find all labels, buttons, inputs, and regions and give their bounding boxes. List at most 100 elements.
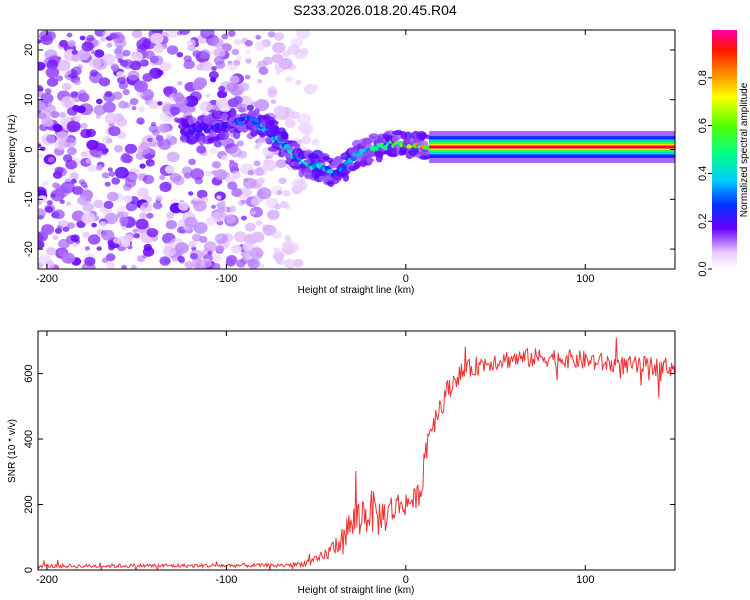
noise-blob — [57, 249, 67, 257]
y-tick-label: -10 — [23, 191, 35, 207]
noise-blob — [242, 242, 254, 252]
colorbar-tick-label: 0.8 — [697, 70, 709, 85]
noise-blob — [127, 60, 134, 66]
noise-blob — [106, 261, 116, 269]
noise-blob — [55, 131, 69, 142]
noise-blob — [69, 172, 79, 180]
noise-blob — [42, 180, 49, 186]
noise-blob — [62, 154, 73, 163]
y-tick-label: 0 — [23, 567, 35, 573]
noise-blob — [179, 30, 190, 36]
noise-blob — [236, 55, 242, 61]
noise-blob — [56, 225, 63, 231]
noise-blob — [62, 82, 72, 91]
colorbar-tick-label: 0.2 — [697, 214, 709, 229]
noise-blob — [58, 238, 70, 249]
noise-blob — [151, 55, 164, 66]
noise-blob — [52, 235, 59, 240]
noise-blob — [146, 228, 159, 238]
noise-blob — [272, 231, 282, 239]
noise-blob — [131, 30, 143, 39]
noise-blob — [122, 89, 130, 95]
noise-blob — [44, 31, 56, 41]
track-halo — [265, 137, 272, 143]
noise-blob — [41, 117, 54, 127]
noise-blob — [153, 201, 163, 210]
colorbar-tick-label: 0.6 — [697, 118, 709, 133]
noise-blob — [86, 197, 92, 203]
spectrogram-marks — [38, 30, 675, 269]
noise-blob — [115, 52, 124, 60]
colorbar-label: Normalized spectral amplitude — [739, 82, 750, 217]
noise-blob — [271, 53, 284, 64]
noise-blob — [214, 233, 228, 245]
track-halo — [419, 150, 431, 157]
noise-blob — [97, 150, 103, 156]
noise-blob — [274, 203, 282, 210]
noise-blob — [169, 106, 181, 116]
noise-blob — [193, 200, 207, 212]
snr-frame — [37, 330, 676, 571]
noise-blob — [184, 95, 199, 107]
noise-blob — [71, 178, 77, 184]
snr-background — [38, 331, 675, 570]
noise-blob — [245, 49, 251, 54]
noise-blob — [165, 165, 175, 174]
noise-blob — [183, 172, 192, 179]
noise-blob — [190, 199, 197, 205]
noise-blob — [81, 262, 96, 269]
snr-xlabel: Height of straight line (km) — [298, 585, 415, 596]
track-halo — [238, 107, 246, 113]
noise-blob — [250, 197, 261, 206]
noise-blob — [50, 111, 60, 119]
x-tick-label: -200 — [36, 574, 58, 586]
noise-blob — [200, 30, 215, 39]
noise-blob — [233, 38, 242, 46]
y-tick-label: 200 — [23, 495, 35, 513]
x-tick-label: -100 — [215, 574, 237, 586]
noise-blob — [106, 42, 113, 48]
noise-blob — [273, 247, 281, 254]
noise-blob — [267, 209, 280, 220]
noise-blob — [86, 139, 99, 150]
noise-blob — [45, 66, 59, 79]
noise-blob — [295, 79, 302, 86]
noise-blob — [116, 76, 126, 85]
noise-blob — [114, 145, 123, 153]
snr-ylabel: SNR (10 * v/v) — [7, 419, 18, 483]
noise-blob — [111, 177, 121, 185]
noise-blob — [93, 199, 104, 209]
noise-blob — [255, 64, 261, 69]
noise-blob — [132, 228, 138, 233]
noise-blob — [199, 236, 208, 243]
noise-blob — [187, 240, 197, 248]
noise-blob — [95, 164, 103, 171]
noise-blob — [112, 237, 121, 244]
noise-blob — [245, 58, 252, 64]
noise-blob — [218, 85, 226, 92]
noise-blob — [263, 159, 271, 166]
noise-blob — [173, 176, 185, 186]
noise-blob — [199, 49, 211, 59]
noise-blob — [89, 69, 99, 77]
noise-blob — [116, 45, 124, 52]
noise-blob — [52, 182, 60, 189]
noise-blob — [54, 166, 64, 175]
noise-blob — [178, 258, 186, 264]
noise-blob — [80, 181, 88, 188]
noise-blob — [67, 222, 76, 229]
noise-blob — [272, 251, 285, 261]
noise-blob — [146, 212, 154, 219]
y-tick-label: 10 — [23, 94, 35, 106]
noise-blob — [150, 122, 157, 127]
snr-series-line — [38, 337, 675, 570]
noise-blob — [205, 170, 212, 177]
noise-blob — [87, 164, 97, 173]
noise-blob — [82, 231, 90, 238]
noise-blob — [46, 59, 59, 70]
noise-blob — [284, 203, 291, 210]
noise-blob — [255, 220, 263, 226]
noise-blob — [72, 186, 84, 195]
noise-blob — [233, 231, 247, 243]
